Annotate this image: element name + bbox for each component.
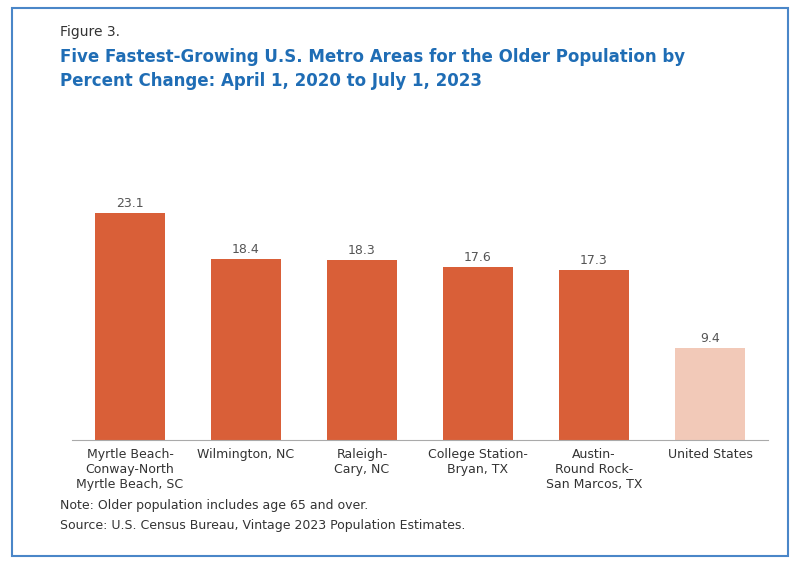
Text: 18.4: 18.4 xyxy=(232,243,260,256)
Text: Source: U.S. Census Bureau, Vintage 2023 Population Estimates.: Source: U.S. Census Bureau, Vintage 2023… xyxy=(60,519,466,532)
Text: 9.4: 9.4 xyxy=(700,332,720,345)
Bar xyxy=(327,260,397,440)
Text: 17.6: 17.6 xyxy=(464,251,492,264)
Text: Figure 3.: Figure 3. xyxy=(60,25,120,39)
Bar xyxy=(95,213,165,440)
Bar xyxy=(211,259,281,440)
Text: 17.3: 17.3 xyxy=(580,254,608,267)
Bar xyxy=(559,270,629,440)
Bar xyxy=(443,267,513,440)
Text: 18.3: 18.3 xyxy=(348,244,376,257)
Bar xyxy=(675,347,745,440)
Text: 23.1: 23.1 xyxy=(116,197,144,210)
Text: Note: Older population includes age 65 and over.: Note: Older population includes age 65 a… xyxy=(60,499,368,512)
Text: Five Fastest-Growing U.S. Metro Areas for the Older Population by
Percent Change: Five Fastest-Growing U.S. Metro Areas fo… xyxy=(60,48,685,90)
